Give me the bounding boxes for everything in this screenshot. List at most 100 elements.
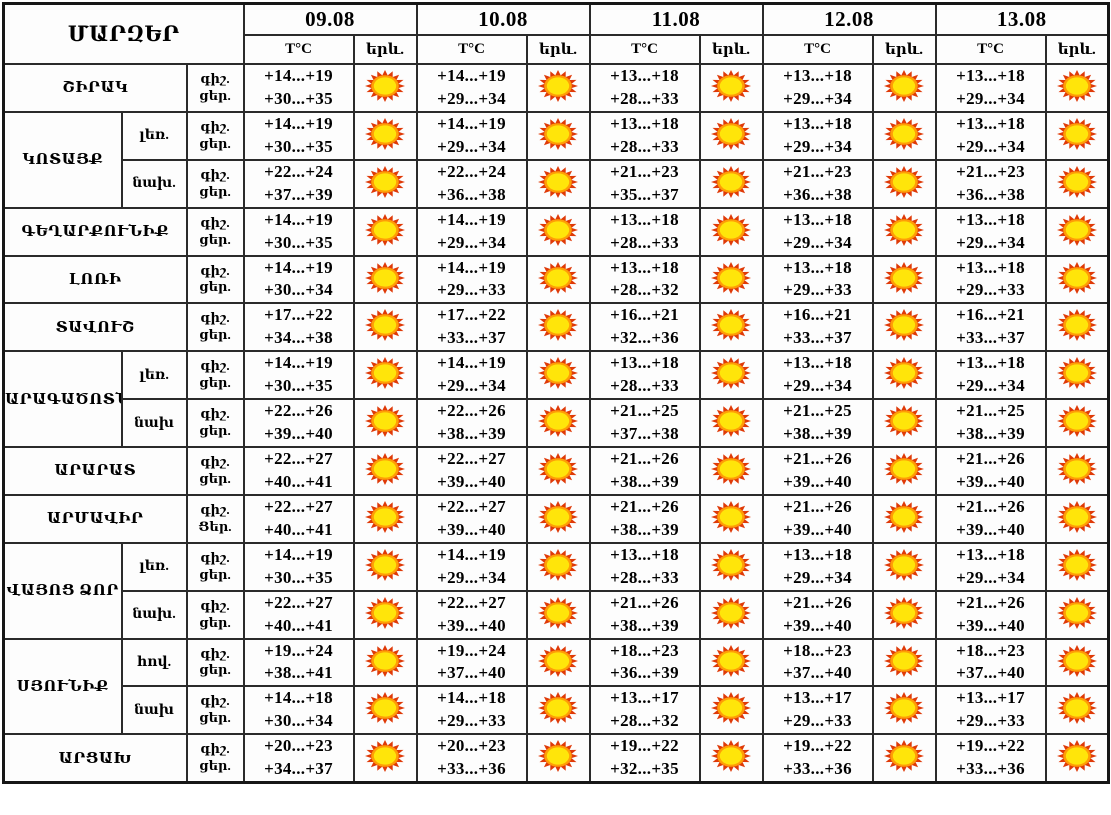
forecast-body: ՇԻՐԱԿ գիշ. ցեր. +14...+19 +30...+35 +14...+19… — [2, 63, 1110, 784]
temp-cell: +21...+25 +37...+38 — [588, 398, 701, 448]
sun-icon — [884, 548, 924, 581]
phenomena-cell — [525, 733, 591, 784]
temp-header: T°C — [934, 34, 1047, 65]
temp-cell: +21...+26 +39...+40 — [761, 589, 874, 640]
day-temp: +30...+35 — [264, 376, 333, 396]
sun-icon — [884, 213, 924, 246]
temp-cell: +22...+27 +40...+41 — [242, 493, 355, 544]
phenomena-cell — [1044, 446, 1110, 496]
night-temp: +22...+24 — [264, 161, 333, 181]
day-label: ցեր. — [199, 614, 231, 630]
night-temp: +21...+26 — [956, 449, 1025, 468]
night-label: գիշ. — [200, 406, 230, 422]
phenomena-cell — [525, 446, 591, 496]
sun-icon — [711, 165, 751, 198]
night-temp: +18...+23 — [956, 640, 1025, 660]
phenomena-cell — [871, 446, 937, 496]
phenomena-cell — [525, 493, 591, 544]
phenomena-header: երև. — [871, 34, 937, 65]
daypart-cell: գիշ. ցեր. — [185, 398, 245, 448]
sun-icon — [884, 500, 924, 533]
day-temp: +30...+35 — [264, 232, 333, 252]
phenomena-cell — [525, 206, 591, 257]
night-temp: +13...+18 — [956, 66, 1025, 85]
phenomena-cell — [871, 733, 937, 784]
phenomena-cell — [1044, 685, 1110, 736]
phenomena-cell — [1044, 254, 1110, 305]
phenomena-cell — [698, 350, 764, 401]
table-row: ԱՐՑԱԽ գիշ. ցեր. +20...+23 +34...+37 +20...+23… — [2, 733, 1110, 784]
day-temp: +36...+38 — [783, 184, 852, 204]
night-temp: +13...+18 — [956, 544, 1025, 564]
phenomena-cell — [352, 541, 418, 592]
sun-icon — [1056, 692, 1097, 725]
sun-icon — [538, 596, 578, 629]
zone-cell: հով. — [120, 637, 188, 688]
night-temp: +21...+26 — [783, 449, 852, 468]
night-temp: +21...+23 — [956, 161, 1025, 181]
temp-cell: +16...+21 +33...+37 — [761, 302, 874, 353]
day-label: ցեր. — [199, 87, 231, 103]
temp-cell: +21...+25 +38...+39 — [761, 398, 874, 448]
night-temp: +14...+19 — [264, 66, 333, 85]
night-temp: +22...+27 — [437, 449, 506, 468]
phenomena-cell — [352, 206, 418, 257]
phenomena-cell — [352, 350, 418, 401]
day-temp: +29...+34 — [783, 567, 852, 587]
temp-cell: +13...+18 +28...+33 — [588, 206, 701, 257]
daypart-cell: գիշ. ցեր. — [185, 206, 245, 257]
night-temp: +14...+19 — [264, 544, 333, 564]
night-label: գիշ. — [200, 501, 230, 517]
day-temp: +40...+41 — [264, 471, 333, 491]
day-label: ցեր. — [199, 758, 231, 774]
sun-icon — [365, 117, 405, 150]
table-row: ԱՐԱՐԱՏ գիշ. ցեր. +22...+27 +40...+41 +22...+2… — [2, 446, 1110, 496]
temp-cell: +21...+26 +38...+39 — [588, 589, 701, 640]
phenomena-cell — [698, 685, 764, 736]
night-temp: +13...+18 — [956, 113, 1025, 133]
sun-icon — [365, 70, 405, 102]
night-temp: +22...+27 — [437, 496, 506, 516]
region-cell: ԱՐԱՐԱՏ — [2, 446, 188, 496]
night-temp: +21...+25 — [956, 401, 1025, 421]
night-temp: +13...+17 — [956, 688, 1025, 708]
sun-icon — [365, 596, 405, 629]
night-temp: +21...+23 — [610, 161, 679, 181]
temp-cell: +21...+26 +39...+40 — [761, 493, 874, 544]
region-cell: ՏԱՎՈՒՇ — [2, 302, 188, 353]
night-temp: +13...+18 — [783, 544, 852, 564]
day-temp: +35...+37 — [610, 184, 679, 204]
sun-icon — [884, 357, 924, 390]
day-label: ցեր. — [199, 470, 231, 486]
zone-cell: լեռ. — [120, 541, 188, 592]
region-cell: ԱՐՑԱԽ — [2, 733, 188, 784]
night-label: գիշ. — [200, 166, 230, 182]
table-row: ԱՐՄԱՎԻՐ գիշ. Ցեր. +22...+27 +40...+41 +22...+… — [2, 493, 1110, 544]
day-temp: +28...+33 — [610, 567, 679, 587]
sun-icon — [538, 357, 578, 390]
night-temp: +22...+26 — [437, 401, 506, 421]
daypart-cell: գիշ. Ցեր. — [185, 493, 245, 544]
day-temp: +39...+40 — [437, 519, 506, 539]
sun-icon — [538, 117, 578, 150]
phenomena-cell — [698, 63, 764, 113]
temp-cell: +13...+18 +29...+33 — [934, 254, 1047, 305]
night-temp: +13...+18 — [610, 209, 679, 229]
day-temp: +28...+32 — [610, 711, 679, 731]
day-label: ցեր. — [199, 566, 231, 582]
temp-cell: +19...+24 +37...+40 — [415, 637, 528, 688]
night-temp: +19...+22 — [783, 736, 852, 756]
temp-cell: +14...+19 +29...+34 — [415, 63, 528, 113]
night-temp: +14...+19 — [437, 257, 506, 277]
sun-icon — [711, 596, 751, 629]
temp-cell: +22...+27 +39...+40 — [415, 446, 528, 496]
night-temp: +18...+23 — [610, 640, 679, 660]
day-label: Ցեր. — [198, 518, 232, 534]
phenomena-cell — [698, 302, 764, 353]
temp-cell: +19...+24 +38...+41 — [242, 637, 355, 688]
phenomena-cell — [698, 589, 764, 640]
night-temp: +13...+18 — [783, 353, 852, 373]
sun-icon — [1056, 500, 1097, 533]
day-temp: +39...+40 — [264, 424, 333, 444]
sun-icon — [711, 213, 751, 246]
